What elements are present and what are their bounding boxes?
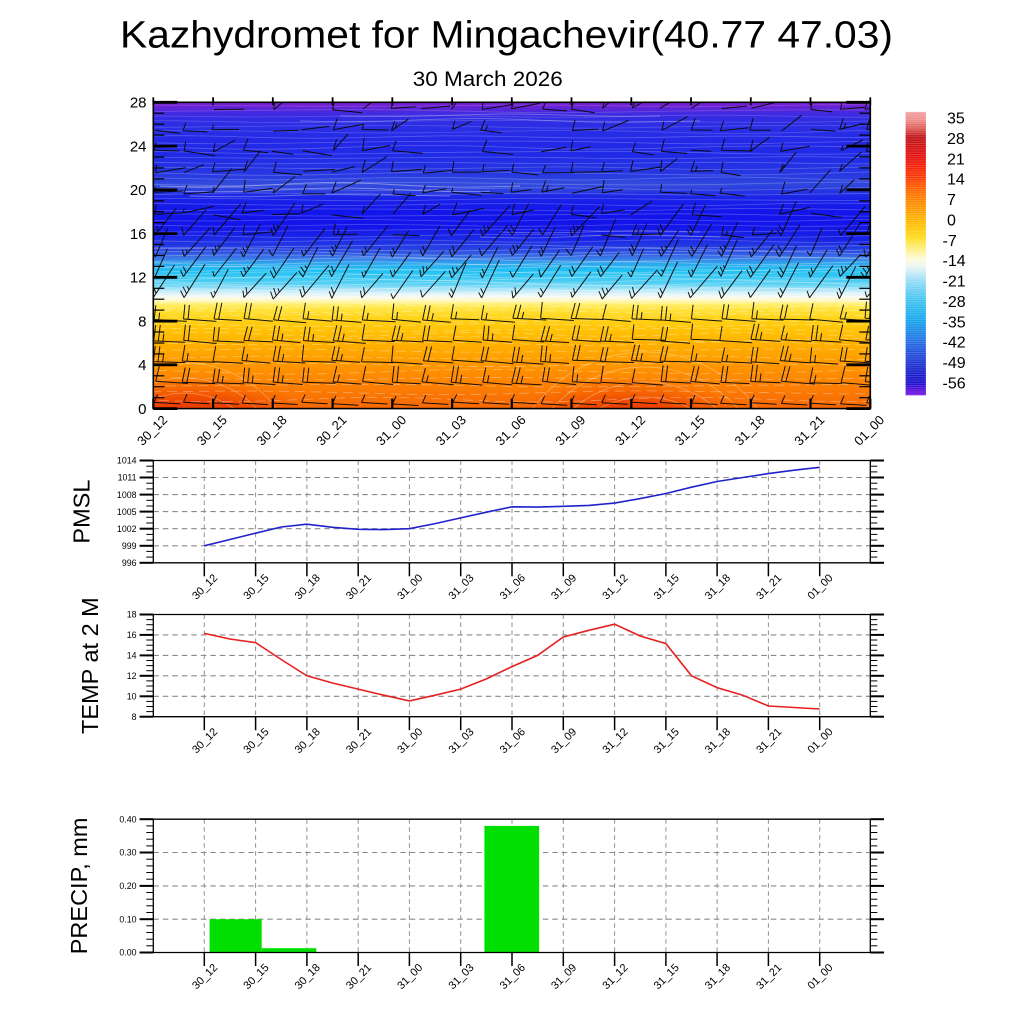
svg-text:18: 18 (127, 610, 137, 620)
svg-text:Kazhydromet for Mingachevir(40: Kazhydromet for Mingachevir(40.77 47.03) (120, 15, 893, 57)
svg-text:24: 24 (130, 138, 147, 155)
svg-text:16: 16 (130, 226, 147, 243)
svg-text:8: 8 (138, 313, 146, 330)
svg-text:28: 28 (947, 131, 965, 148)
svg-text:-42: -42 (943, 335, 966, 352)
svg-text:-21: -21 (943, 274, 966, 291)
svg-text:996: 996 (122, 558, 137, 568)
svg-text:1014: 1014 (117, 456, 137, 466)
svg-text:20: 20 (130, 182, 147, 199)
svg-text:1008: 1008 (117, 490, 137, 500)
svg-text:12: 12 (130, 270, 147, 287)
svg-text:1002: 1002 (117, 524, 137, 534)
svg-text:-56: -56 (943, 375, 966, 392)
svg-text:0.20: 0.20 (119, 881, 136, 891)
svg-text:35: 35 (947, 111, 965, 128)
svg-text:1011: 1011 (118, 473, 137, 483)
svg-text:21: 21 (947, 151, 965, 168)
svg-text:4: 4 (138, 357, 146, 374)
svg-text:-49: -49 (943, 355, 966, 372)
svg-text:0.40: 0.40 (119, 814, 136, 824)
svg-text:-28: -28 (943, 294, 966, 311)
svg-text:0.30: 0.30 (119, 848, 136, 858)
svg-text:8: 8 (132, 712, 137, 722)
svg-text:14: 14 (127, 651, 137, 661)
svg-text:7: 7 (947, 192, 956, 209)
svg-text:-7: -7 (943, 233, 957, 250)
svg-text:-14: -14 (943, 253, 966, 270)
svg-text:16: 16 (127, 630, 137, 640)
svg-text:TEMP at 2 M: TEMP at 2 M (77, 597, 103, 734)
svg-text:0.10: 0.10 (119, 914, 136, 924)
svg-text:30 March 2026: 30 March 2026 (413, 68, 563, 91)
svg-text:0: 0 (138, 401, 146, 418)
svg-text:PMSL: PMSL (69, 480, 95, 544)
svg-text:10: 10 (127, 692, 137, 702)
svg-text:28: 28 (130, 95, 147, 112)
svg-text:12: 12 (127, 671, 137, 681)
svg-text:0.00: 0.00 (119, 948, 136, 958)
svg-text:PRECIP, mm: PRECIP, mm (66, 818, 92, 955)
svg-text:-35: -35 (943, 314, 966, 331)
svg-text:999: 999 (122, 541, 137, 551)
svg-text:1005: 1005 (117, 507, 137, 517)
svg-text:0: 0 (947, 213, 956, 230)
svg-text:14: 14 (947, 172, 965, 189)
